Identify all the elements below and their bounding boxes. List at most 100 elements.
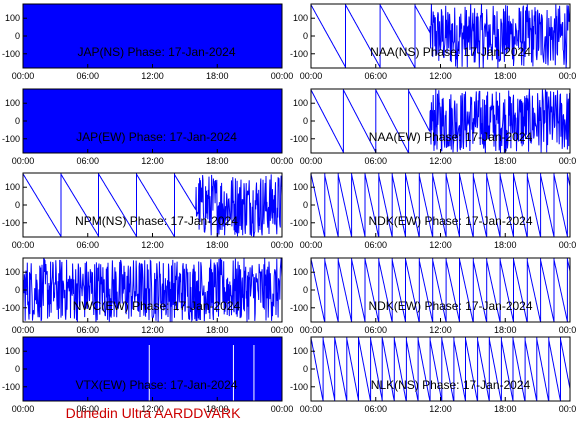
x-tick-label: 00:00 [300, 325, 323, 335]
y-tick-label: -100 [290, 218, 308, 228]
x-tick-label: 00:00 [12, 325, 35, 335]
phase-trace-9 [311, 337, 570, 401]
x-tick-label: 12:00 [429, 156, 452, 166]
y-tick-label: -100 [2, 49, 20, 59]
panel-title: VTX(EW) Phase: 17-Jan-2024 [75, 378, 237, 392]
x-tick-label: 00:00 [271, 71, 294, 81]
phase-line [311, 173, 570, 237]
y-tick-label: 100 [5, 346, 20, 356]
x-tick-label: 00:00 [300, 71, 323, 81]
phase-trace-8 [23, 337, 282, 401]
x-tick-label: 12:00 [429, 404, 452, 414]
saturated-trace-fill [23, 89, 282, 153]
x-tick-label: 00:00 [559, 156, 576, 166]
phase-line [311, 4, 570, 68]
saturated-trace-fill [23, 4, 282, 68]
x-tick-label: 06:00 [364, 156, 387, 166]
panel-title: NAA(NS) Phase: 17-Jan-2024 [370, 45, 531, 59]
x-tick-label: 12:00 [141, 71, 164, 81]
x-tick-label: 12:00 [429, 325, 452, 335]
y-tick-label: 0 [15, 285, 20, 295]
phase-line [311, 258, 570, 322]
y-tick-label: 0 [303, 364, 308, 374]
x-tick-label: 00:00 [559, 404, 576, 414]
x-tick-label: 18:00 [206, 404, 229, 414]
y-tick-label: 100 [293, 346, 308, 356]
phase-trace-1 [311, 4, 570, 68]
x-tick-label: 00:00 [271, 325, 294, 335]
x-tick-label: 00:00 [300, 240, 323, 250]
x-tick-label: 00:00 [12, 240, 35, 250]
y-tick-label: 100 [5, 182, 20, 192]
y-tick-label: 0 [15, 364, 20, 374]
y-tick-label: 100 [293, 267, 308, 277]
x-tick-label: 00:00 [271, 156, 294, 166]
x-tick-label: 12:00 [429, 71, 452, 81]
panel-title: JAP(NS) Phase: 17-Jan-2024 [77, 45, 235, 59]
y-tick-label: 0 [15, 116, 20, 126]
panel-title: NAA(EW) Phase: 17-Jan-2024 [369, 130, 533, 144]
x-tick-label: 18:00 [494, 240, 517, 250]
x-tick-label: 18:00 [494, 325, 517, 335]
phase-trace-4 [23, 173, 282, 237]
saturated-trace-fill [23, 337, 282, 401]
phase-trace-3 [311, 89, 570, 153]
x-tick-label: 00:00 [271, 404, 294, 414]
x-tick-label: 18:00 [494, 156, 517, 166]
x-tick-label: 18:00 [206, 325, 229, 335]
y-tick-label: 0 [303, 200, 308, 210]
panel-title: NDK(EW) Phase: 17-Jan-2024 [368, 299, 532, 313]
x-tick-label: 00:00 [12, 71, 35, 81]
x-tick-label: 00:00 [271, 240, 294, 250]
y-tick-label: 0 [303, 116, 308, 126]
x-tick-label: 12:00 [141, 325, 164, 335]
y-tick-label: -100 [2, 303, 20, 313]
x-tick-label: 06:00 [76, 71, 99, 81]
y-tick-label: 100 [5, 267, 20, 277]
x-tick-label: 06:00 [364, 71, 387, 81]
y-tick-label: -100 [2, 218, 20, 228]
x-tick-label: 06:00 [364, 404, 387, 414]
panel-title: NDK(EW) Phase: 17-Jan-2024 [368, 214, 532, 228]
y-tick-label: -100 [290, 382, 308, 392]
panel-title: NPM(NS) Phase: 17-Jan-2024 [75, 214, 238, 228]
phase-trace-7 [311, 258, 570, 322]
x-tick-label: 06:00 [76, 404, 99, 414]
y-tick-label: -100 [2, 382, 20, 392]
y-tick-label: 100 [293, 182, 308, 192]
y-tick-label: 0 [15, 31, 20, 41]
x-tick-label: 00:00 [12, 156, 35, 166]
x-tick-label: 06:00 [364, 240, 387, 250]
x-tick-label: 00:00 [300, 404, 323, 414]
panel-title: NLK(NS) Phase: 17-Jan-2024 [371, 378, 531, 392]
x-tick-label: 00:00 [559, 71, 576, 81]
y-tick-label: 0 [15, 200, 20, 210]
phase-line [23, 173, 282, 237]
y-tick-label: 100 [293, 98, 308, 108]
x-tick-label: 00:00 [559, 325, 576, 335]
phase-panel-0: 100 0 -100 00:00 06:00 12:00 18:00 00:00 JAP(NS)… [2, 3, 294, 81]
y-tick-label: 100 [5, 13, 20, 23]
y-tick-label: 100 [5, 98, 20, 108]
panel-title: JAP(EW) Phase: 17-Jan-2024 [76, 130, 237, 144]
phase-panel-4: 100 0 -100 00:00 06:00 12:00 18:00 00:00 NPM(NS)… [2, 172, 294, 250]
y-tick-label: 0 [303, 31, 308, 41]
phase-trace-5 [311, 173, 570, 237]
y-tick-label: -100 [290, 303, 308, 313]
x-tick-label: 18:00 [494, 71, 517, 81]
x-tick-label: 00:00 [300, 156, 323, 166]
x-tick-label: 12:00 [141, 404, 164, 414]
phase-panel-6: 100 0 -100 00:00 06:00 12:00 18:00 00:00 NWC(EW)… [2, 257, 294, 335]
x-tick-label: 06:00 [76, 156, 99, 166]
phase-panel-8: 100 0 -100 00:00 06:00 12:00 18:00 00:00 VTX(EW)… [2, 336, 294, 414]
x-tick-label: 06:00 [76, 325, 99, 335]
phase-line [311, 337, 570, 401]
y-tick-label: -100 [2, 134, 20, 144]
panel-title: NWC(EW) Phase: 17-Jan-2024 [73, 299, 241, 313]
phase-trace-2 [23, 89, 282, 153]
x-tick-label: 18:00 [494, 404, 517, 414]
phase-panel-3: 100 0 -100 00:00 06:00 12:00 18:00 00:00 NAA(EW)… [290, 88, 576, 166]
phase-panel-2: 100 0 -100 00:00 06:00 12:00 18:00 00:00 JAP(EW)… [2, 88, 294, 166]
y-tick-label: 0 [303, 285, 308, 295]
